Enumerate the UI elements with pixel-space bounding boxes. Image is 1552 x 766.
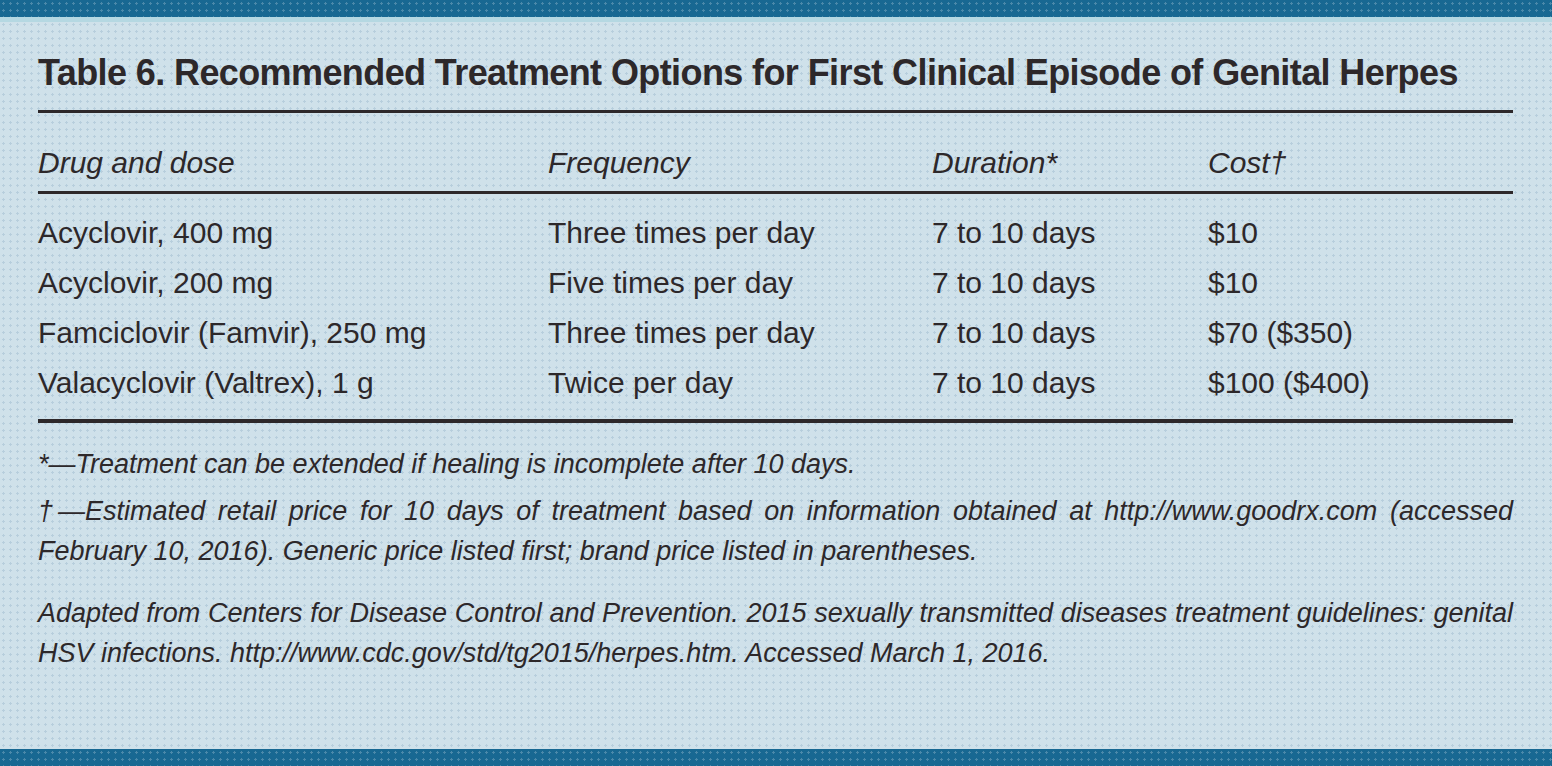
footnote-asterisk: *—Treatment can be extended if healing i… — [38, 444, 1513, 484]
column-header-drug-and-dose: Drug and dose — [38, 145, 548, 181]
cell-cost: $10 — [1208, 208, 1513, 258]
table-row: Famciclovir (Famvir), 250 mg Three times… — [38, 308, 1513, 358]
table-body: Acyclovir, 400 mg Three times per day 7 … — [38, 194, 1513, 408]
source-note: Adapted from Centers for Disease Control… — [38, 593, 1513, 673]
cell-drug: Acyclovir, 400 mg — [38, 208, 548, 258]
table-title: Table 6. Recommended Treatment Options f… — [38, 50, 1513, 96]
table-header-row: Drug and dose Frequency Duration* Cost† — [38, 113, 1513, 181]
cell-frequency: Five times per day — [548, 258, 932, 308]
table-row: Acyclovir, 200 mg Five times per day 7 t… — [38, 258, 1513, 308]
cell-duration: 7 to 10 days — [932, 308, 1208, 358]
cell-duration: 7 to 10 days — [932, 258, 1208, 308]
body-divider — [38, 419, 1513, 423]
footnote-dagger: †—Estimated retail price for 10 days of … — [38, 491, 1513, 571]
cell-drug: Famciclovir (Famvir), 250 mg — [38, 308, 548, 358]
cell-frequency: Twice per day — [548, 358, 932, 408]
column-header-frequency: Frequency — [548, 145, 932, 181]
bottom-border-bar — [0, 749, 1552, 766]
column-header-duration: Duration* — [932, 145, 1208, 181]
cell-drug: Valacyclovir (Valtrex), 1 g — [38, 358, 548, 408]
cell-frequency: Three times per day — [548, 308, 932, 358]
table-panel: Table 6. Recommended Treatment Options f… — [0, 0, 1552, 766]
table-content: Table 6. Recommended Treatment Options f… — [0, 0, 1552, 673]
column-header-cost: Cost† — [1208, 145, 1513, 181]
cell-duration: 7 to 10 days — [932, 358, 1208, 408]
cell-cost: $70 ($350) — [1208, 308, 1513, 358]
cell-drug: Acyclovir, 200 mg — [38, 258, 548, 308]
cell-cost: $10 — [1208, 258, 1513, 308]
cell-cost: $100 ($400) — [1208, 358, 1513, 408]
cell-frequency: Three times per day — [548, 208, 932, 258]
table-row: Acyclovir, 400 mg Three times per day 7 … — [38, 208, 1513, 258]
table-row: Valacyclovir (Valtrex), 1 g Twice per da… — [38, 358, 1513, 408]
cell-duration: 7 to 10 days — [932, 208, 1208, 258]
